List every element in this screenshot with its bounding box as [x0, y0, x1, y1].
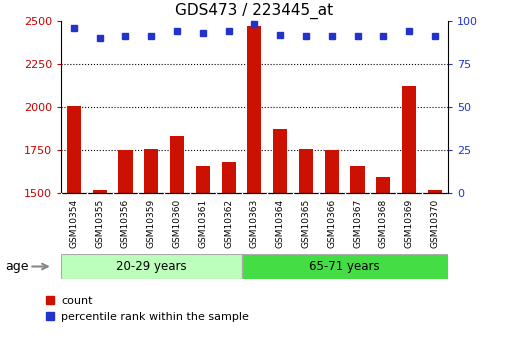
Text: 20-29 years: 20-29 years	[116, 260, 187, 273]
Bar	[93, 190, 107, 193]
Bar	[118, 150, 132, 193]
Text: GSM10368: GSM10368	[379, 199, 388, 248]
Bar	[196, 166, 210, 193]
Bar	[242, 254, 448, 279]
Text: GSM10360: GSM10360	[173, 199, 181, 248]
Legend: count, percentile rank within the sample: count, percentile rank within the sample	[40, 292, 253, 326]
Text: GSM10356: GSM10356	[121, 199, 130, 248]
Bar	[299, 149, 313, 193]
Title: GDS473 / 223445_at: GDS473 / 223445_at	[175, 3, 333, 19]
Bar	[67, 106, 81, 193]
Text: GSM10369: GSM10369	[405, 199, 413, 248]
Bar	[350, 166, 365, 193]
Text: 65-71 years: 65-71 years	[310, 260, 380, 273]
Text: GSM10359: GSM10359	[147, 199, 156, 248]
Text: GSM10363: GSM10363	[250, 199, 259, 248]
Bar	[428, 190, 442, 193]
Text: GSM10364: GSM10364	[276, 199, 285, 248]
Text: GSM10361: GSM10361	[198, 199, 207, 248]
Text: GSM10366: GSM10366	[328, 199, 336, 248]
Bar	[170, 136, 184, 193]
Bar	[402, 86, 416, 193]
Text: age: age	[5, 260, 29, 273]
Bar	[273, 129, 287, 193]
Text: GSM10370: GSM10370	[430, 199, 439, 248]
Text: GSM10362: GSM10362	[224, 199, 233, 248]
Text: GSM10355: GSM10355	[95, 199, 104, 248]
Text: GSM10367: GSM10367	[353, 199, 362, 248]
Bar	[248, 26, 261, 193]
Bar	[61, 254, 242, 279]
Text: GSM10354: GSM10354	[69, 199, 78, 248]
Bar	[222, 162, 236, 193]
Bar	[325, 150, 339, 193]
Bar	[144, 149, 158, 193]
Text: GSM10365: GSM10365	[302, 199, 311, 248]
Bar	[376, 177, 391, 193]
